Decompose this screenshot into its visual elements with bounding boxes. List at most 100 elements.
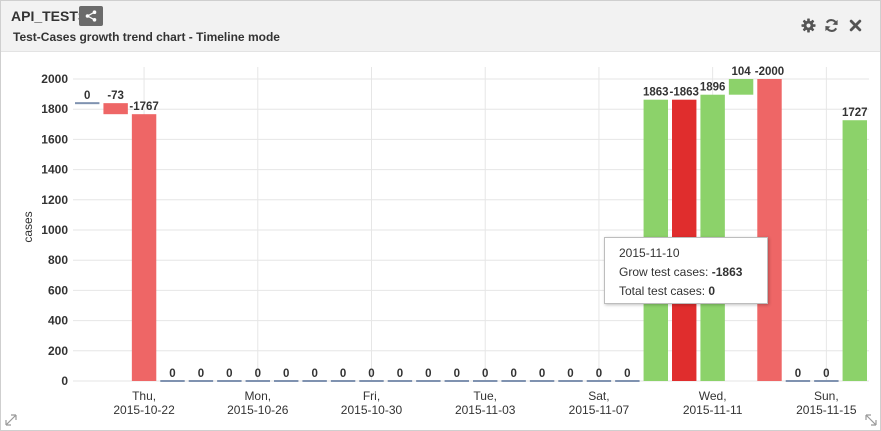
data-label: 0 [596, 368, 602, 380]
y-tick-label: 0 [61, 374, 68, 388]
bar[interactable] [558, 380, 583, 382]
settings-button[interactable] [799, 16, 817, 34]
y-tick-label: 1400 [41, 163, 68, 177]
bar[interactable] [728, 79, 754, 95]
bar[interactable] [330, 380, 356, 382]
data-label: 1896 [700, 82, 726, 94]
y-tick-label: 800 [48, 253, 68, 267]
tooltip-total-label: Total test cases: [619, 284, 706, 298]
tooltip-grow-row: Grow test cases: -1863 [619, 263, 767, 282]
x-tick-day: Wed, [699, 389, 727, 403]
bar[interactable] [501, 380, 526, 382]
data-label: 0 [311, 368, 317, 380]
x-tick-day: Tue, [473, 389, 497, 403]
data-label: 1727 [842, 107, 868, 119]
y-tick-label: 200 [48, 344, 68, 358]
bar[interactable] [757, 79, 782, 381]
data-label: 0 [226, 368, 232, 380]
data-label: 0 [454, 368, 460, 380]
widget-subtitle: Test-Cases growth trend chart - Timeline… [13, 30, 280, 44]
bar[interactable] [131, 114, 157, 382]
data-label: -1767 [129, 101, 158, 113]
x-tick-date: 2015-11-11 [683, 403, 743, 417]
data-label: 0 [84, 90, 90, 102]
data-label: 0 [169, 368, 175, 380]
bar[interactable] [359, 380, 384, 382]
bar[interactable] [586, 380, 612, 382]
bar[interactable] [473, 380, 498, 382]
data-label: 0 [283, 368, 289, 380]
bar[interactable] [217, 380, 242, 382]
tooltip-grow-label: Grow test cases: [619, 265, 709, 279]
x-tick-date: 2015-10-30 [341, 403, 403, 417]
y-axis: 0 200 400 600 800 1000 1200 1400 1600 1800 2000 [41, 72, 68, 388]
bar[interactable] [444, 380, 469, 382]
x-tick-date: 2015-10-22 [113, 403, 175, 417]
chart-grid [73, 67, 869, 382]
widget-header: API_TESTS Test-Cases growth trend chart … [1, 1, 880, 52]
bar[interactable] [814, 380, 839, 382]
bar[interactable] [615, 380, 640, 382]
x-tick-day: Thu, [132, 389, 156, 403]
data-label: 0 [482, 368, 488, 380]
bar[interactable] [188, 380, 214, 382]
y-tick-label: 1200 [41, 193, 68, 207]
bar[interactable] [842, 120, 867, 382]
bar[interactable] [785, 380, 811, 382]
data-label: 0 [198, 368, 204, 380]
data-label: 0 [795, 368, 801, 380]
data-label: 0 [567, 368, 573, 380]
x-tick-day: Fri, [363, 389, 380, 403]
data-label: 0 [510, 368, 516, 380]
tooltip-date: 2015-11-10 [619, 246, 680, 260]
share-icon [85, 10, 97, 22]
y-tick-label: 2000 [41, 72, 68, 86]
gear-icon [800, 17, 816, 33]
data-label: 0 [539, 368, 545, 380]
x-axis: Thu,2015-10-22 Mon,2015-10-26 Fri,2015-10-… [113, 389, 857, 417]
y-axis-label: cases [21, 211, 35, 242]
data-label: 0 [624, 368, 630, 380]
y-tick-label: 1600 [41, 132, 68, 146]
refresh-button[interactable] [822, 16, 840, 34]
x-tick-date: 2015-11-03 [455, 403, 516, 417]
bar[interactable] [416, 380, 441, 382]
bar[interactable] [245, 380, 270, 382]
data-label: -73 [107, 90, 124, 102]
data-label: 0 [340, 368, 346, 380]
bar[interactable] [387, 380, 413, 382]
x-tick-day: Mon, [244, 389, 271, 403]
data-label: -1863 [670, 87, 699, 99]
x-tick-day: Sat, [588, 389, 609, 403]
close-button[interactable] [846, 16, 864, 34]
data-label: 1863 [643, 87, 669, 99]
bar[interactable] [103, 103, 128, 115]
data-label: 0 [255, 368, 261, 380]
bar[interactable] [160, 380, 185, 382]
y-tick-label: 400 [48, 314, 68, 328]
close-icon [849, 19, 861, 31]
data-label: 0 [397, 368, 403, 380]
bar[interactable] [302, 380, 327, 382]
data-label: 104 [731, 66, 751, 78]
refresh-icon [824, 18, 838, 32]
bar[interactable] [274, 380, 299, 382]
tooltip-total-row: Total test cases: 0 [619, 282, 767, 301]
data-label: -2000 [755, 66, 784, 78]
chart-tooltip: 2015-11-10 Grow test cases: -1863 Total … [604, 237, 768, 304]
bar[interactable] [75, 102, 100, 105]
x-tick-date: 2015-11-07 [569, 403, 630, 417]
x-tick-date: 2015-11-15 [796, 403, 857, 417]
share-button[interactable] [79, 6, 103, 26]
bar[interactable] [529, 380, 555, 382]
x-tick-date: 2015-10-26 [227, 403, 289, 417]
data-label: 0 [368, 368, 374, 380]
data-label: 0 [823, 368, 829, 380]
y-tick-label: 600 [48, 283, 68, 297]
y-tick-label: 1800 [41, 102, 68, 116]
resize-handle-right-icon[interactable] [865, 414, 877, 426]
resize-handle-left-icon[interactable] [5, 414, 17, 426]
tooltip-grow-value: -1863 [711, 265, 743, 279]
